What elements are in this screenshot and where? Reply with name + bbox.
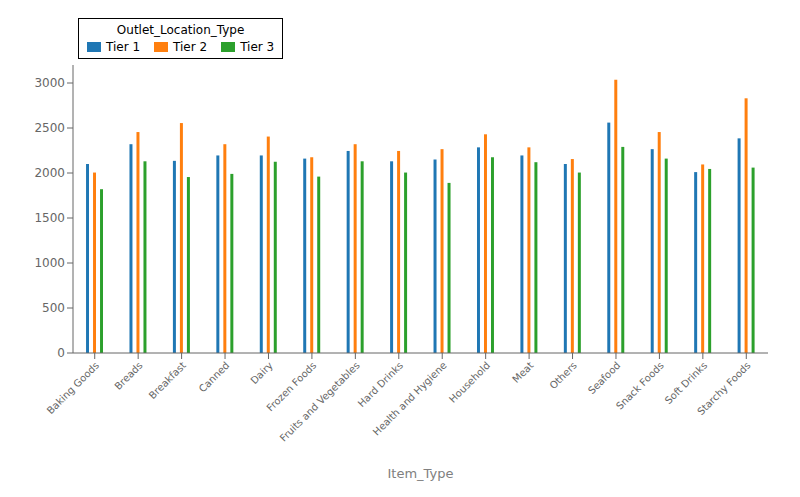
svg-text:Canned: Canned [197, 360, 232, 395]
svg-text:Health and Hygiene: Health and Hygiene [371, 360, 449, 438]
svg-text:Soft Drinks: Soft Drinks [663, 360, 710, 407]
html-text:Outlet_Location_Type: Outlet_Location_Type [116, 23, 245, 37]
svg-text:Hard Drinks: Hard Drinks [355, 359, 406, 410]
svg-text:Household: Household [447, 360, 492, 405]
svg-text:Baking Goods: Baking Goods [45, 360, 102, 417]
svg-text:1000: 1000 [34, 256, 65, 270]
svg-text:2000: 2000 [34, 166, 65, 180]
svg-text:Breads: Breads [112, 360, 144, 392]
svg-text:Starchy Foods: Starchy Foods [695, 360, 753, 418]
html-text:Tier 2: Tier 2 [173, 40, 208, 54]
svg-text:Frozen Foods: Frozen Foods [264, 359, 319, 414]
svg-text:0: 0 [57, 346, 65, 360]
svg-text:2500: 2500 [34, 121, 65, 135]
svg-text:Item_Type: Item_Type [388, 466, 454, 481]
svg-text:500: 500 [42, 301, 65, 315]
svg-text:Meat: Meat [510, 360, 535, 385]
html-text:Tier 1: Tier 1 [106, 40, 141, 54]
svg-text:Others: Others [547, 360, 579, 392]
svg-text:Breakfast: Breakfast [147, 360, 188, 401]
svg-text:3000: 3000 [34, 76, 65, 90]
svg-text:Snack Foods: Snack Foods [614, 360, 666, 412]
svg-text:Dairy: Dairy [248, 360, 275, 387]
svg-text:Fruits and Vegetables: Fruits and Vegetables [278, 360, 362, 444]
html-text:Tier 3: Tier 3 [240, 40, 275, 54]
svg-text:1500: 1500 [34, 211, 65, 225]
svg-text:Seafood: Seafood [586, 360, 623, 397]
